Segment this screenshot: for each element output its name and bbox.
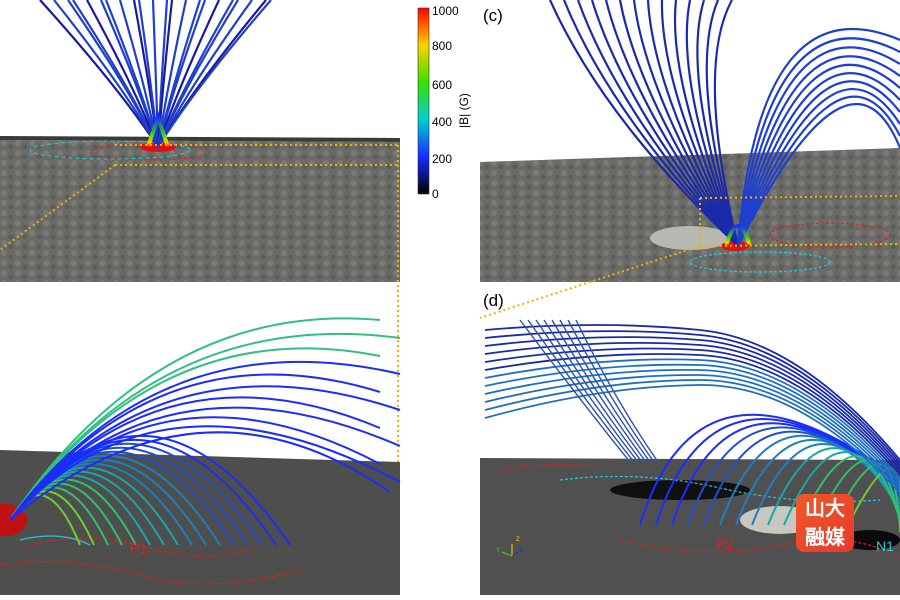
- field-line: [736, 37, 900, 247]
- field-line: [484, 374, 900, 488]
- panel-c: [479, 0, 900, 319]
- gizmo-z-label: Z: [516, 537, 520, 543]
- field-line: [527, 319, 635, 463]
- panel-a-field-lines: [39, 0, 272, 148]
- colorbar-tick-0: 0: [432, 187, 439, 201]
- colorbar: [417, 7, 430, 195]
- field-line: [484, 324, 900, 461]
- field-line: [736, 27, 900, 247]
- field-line: [484, 363, 900, 482]
- field-line: [559, 319, 651, 463]
- field-line: [632, 0, 739, 247]
- gizmo-x-label: X: [519, 548, 524, 554]
- field-line: [137, 0, 160, 148]
- field-line: [736, 80, 900, 247]
- field-line: [548, 0, 739, 247]
- field-line: [705, 0, 740, 247]
- field-line: [660, 0, 739, 247]
- field-line: [685, 0, 740, 247]
- panel-c-surface: [480, 148, 900, 282]
- field-line: [567, 319, 655, 463]
- field-line: [575, 319, 659, 463]
- field-line: [9, 396, 381, 521]
- field-line: [590, 0, 739, 247]
- panel-b-surface: [0, 450, 400, 595]
- field-line: [156, 0, 188, 148]
- label-p2: P2: [716, 536, 734, 552]
- watermark-line2: 融媒: [805, 526, 845, 549]
- colorbar-tick-600: 600: [432, 78, 453, 92]
- field-line: [9, 317, 381, 521]
- field-line: [655, 418, 900, 526]
- field-line: [9, 425, 401, 521]
- field-line: [736, 72, 900, 247]
- label-p1: P1: [130, 540, 148, 556]
- label-n1: N1: [876, 538, 894, 554]
- field-line: [151, 0, 160, 148]
- field-line: [484, 330, 900, 464]
- panel-label-d: (d): [483, 291, 504, 310]
- panel-d-field-lines: [484, 319, 900, 532]
- colorbar-title: |B| (G): [457, 93, 471, 128]
- field-line: [9, 431, 391, 521]
- gizmo-y-label: Y: [496, 548, 501, 554]
- watermark-line1: 山大: [805, 497, 845, 520]
- field-line: [646, 0, 739, 247]
- field-line: [673, 0, 740, 247]
- watermark-logo: 山大 融媒: [796, 494, 854, 552]
- field-line: [618, 0, 739, 247]
- field-line: [543, 319, 643, 463]
- field-line: [604, 0, 739, 247]
- field-line: [551, 319, 647, 463]
- field-line: [737, 103, 900, 247]
- field-line: [484, 358, 900, 479]
- axes-gizmo: [501, 544, 519, 557]
- field-line: [736, 95, 900, 247]
- panel-b-field-lines: [9, 317, 401, 546]
- colorbar-tick-400: 400: [432, 115, 453, 129]
- field-line: [736, 55, 900, 247]
- colorbar-tick-200: 200: [432, 152, 453, 166]
- colorbar-tick-800: 800: [432, 39, 453, 53]
- field-line: [484, 379, 900, 491]
- field-line: [484, 384, 900, 494]
- field-line: [724, 224, 752, 247]
- field-line: [118, 0, 160, 148]
- field-line: [562, 0, 739, 247]
- panel-a-surface: [0, 140, 400, 282]
- field-line: [713, 0, 740, 247]
- colorbar-tick-1000: 1000: [432, 4, 459, 18]
- field-line: [146, 110, 170, 148]
- field-line: [484, 353, 900, 476]
- panel-a: [0, 0, 400, 595]
- panel-b: [0, 317, 401, 595]
- field-line: [639, 413, 900, 526]
- field-line: [484, 336, 900, 467]
- field-line: [9, 416, 381, 521]
- field-line: [484, 368, 900, 485]
- field-line: [696, 0, 740, 247]
- field-line: [9, 373, 381, 521]
- panel-c-field-lines: [548, 0, 900, 247]
- field-line: [519, 319, 631, 463]
- field-line: [9, 406, 401, 521]
- panel-d: [480, 319, 900, 595]
- field-line: [736, 88, 900, 247]
- field-line: [156, 0, 174, 148]
- field-line: [736, 63, 900, 247]
- field-line: [484, 347, 900, 473]
- field-line: [157, 0, 272, 148]
- field-line: [576, 0, 739, 247]
- field-line: [9, 347, 381, 521]
- panel-d-surface: [480, 458, 900, 595]
- field-line: [535, 319, 639, 463]
- field-line: [736, 46, 900, 247]
- field-line: [157, 0, 267, 148]
- field-line: [783, 451, 900, 526]
- panel-c-guide-lines: [479, 195, 900, 319]
- field-line: [484, 341, 900, 470]
- panel-label-c: (c): [483, 6, 503, 25]
- field-line: [9, 385, 401, 521]
